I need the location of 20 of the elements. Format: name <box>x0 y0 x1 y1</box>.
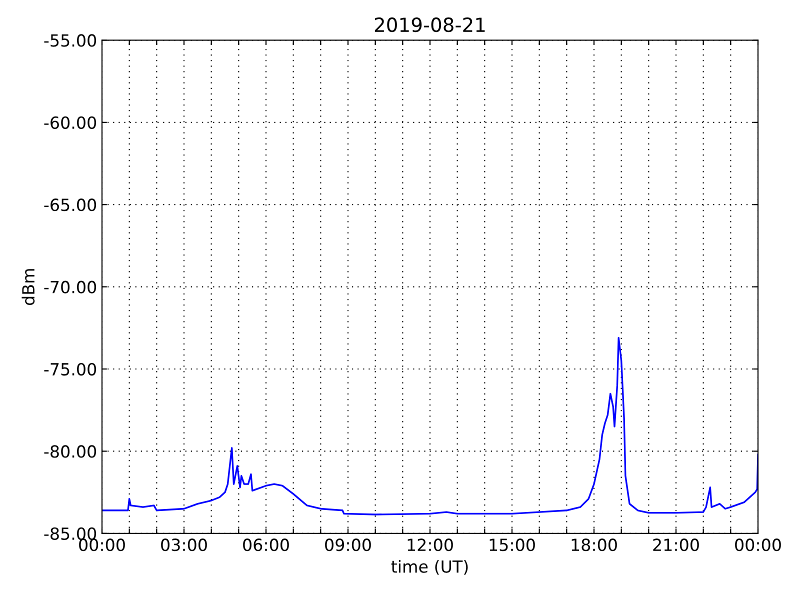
x-tick-label: 00:00 <box>79 538 125 552</box>
y-tick-label: -55.00 <box>44 34 96 47</box>
x-axis-title: time (UT) <box>391 560 468 575</box>
y-tick-label: -70.00 <box>44 280 96 294</box>
x-tick-label: 12:00 <box>408 538 453 552</box>
x-tick-label: 21:00 <box>653 538 699 552</box>
y-tick-label: -80.00 <box>44 445 96 458</box>
x-tick-label: 03:00 <box>161 538 207 552</box>
y-tick-label: -75.00 <box>44 362 96 376</box>
x-tick-label: 06:00 <box>243 538 289 552</box>
line-series <box>102 336 758 516</box>
x-tick-label: 09:00 <box>325 538 371 552</box>
chart-title: 2019-08-21 <box>374 17 485 32</box>
y-tick-label: -65.00 <box>44 198 96 212</box>
y-axis-title: dBm <box>22 269 35 306</box>
x-tick-label: 15:00 <box>490 538 535 552</box>
y-tick-label: -85.00 <box>44 527 96 540</box>
x-tick-label: 18:00 <box>572 538 617 552</box>
x-tick-label: 00:00 <box>735 538 781 552</box>
y-tick-label: -60.00 <box>44 116 96 129</box>
